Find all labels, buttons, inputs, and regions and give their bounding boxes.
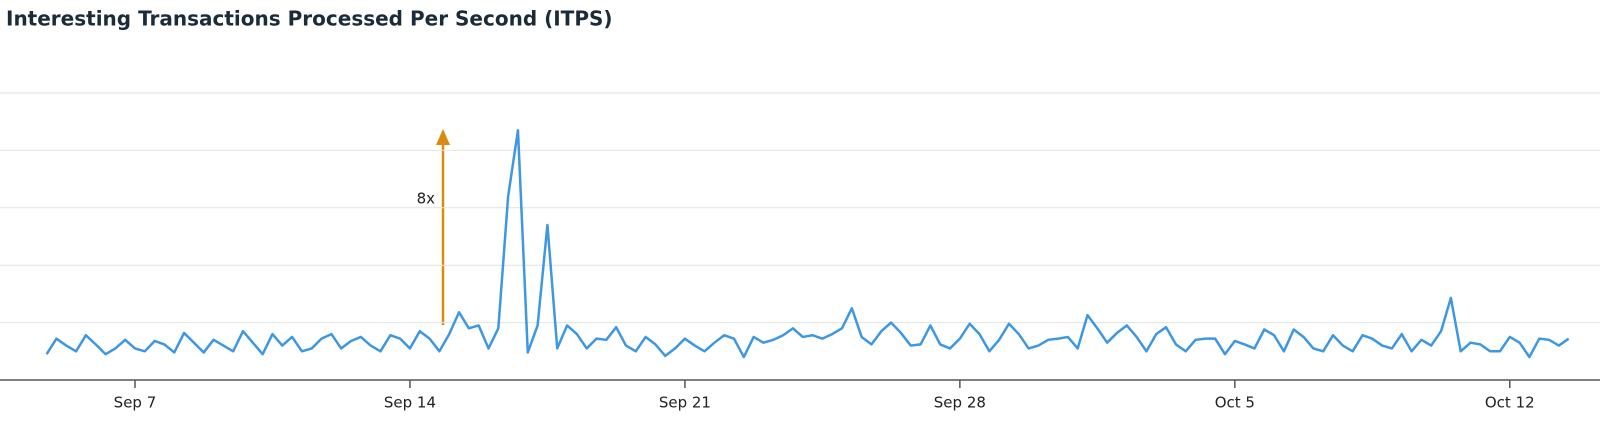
series-line [45, 129, 1570, 359]
x-tick-label: Sep 28 [934, 394, 986, 412]
x-tick-label: Sep 7 [114, 394, 157, 412]
x-tick-label: Sep 21 [659, 394, 711, 412]
x-tick-label: Sep 14 [384, 394, 436, 412]
annotation-arrowhead [436, 129, 450, 145]
annotation-label: 8x [417, 190, 436, 208]
x-tick-label: Oct 12 [1485, 394, 1535, 412]
x-tick-label: Oct 5 [1215, 394, 1255, 412]
chart-title: Interesting Transactions Processed Per S… [6, 7, 613, 31]
